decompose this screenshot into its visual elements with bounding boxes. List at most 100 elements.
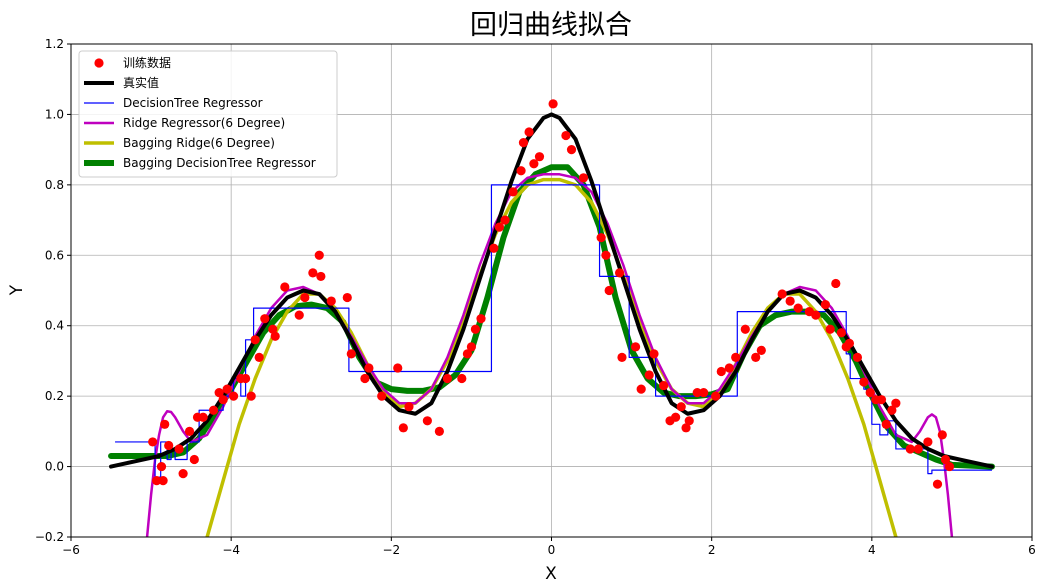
training-point [534, 152, 545, 162]
legend-label: Bagging Ridge(6 Degree) [123, 136, 275, 150]
chart-title: 回归曲线拟合 [470, 10, 632, 41]
training-point [360, 373, 370, 384]
y-tick-label: 1.2 [45, 37, 64, 51]
x-tick-label: −6 [62, 543, 80, 557]
training-point [859, 377, 869, 387]
training-point [404, 402, 414, 412]
legend-label: 真实值 [123, 75, 159, 90]
legend-label: Ridge Regressor(6 Degree) [123, 116, 285, 130]
y-tick-label: 0.6 [45, 248, 64, 262]
training-point [516, 166, 526, 176]
training-point [198, 412, 208, 422]
training-point [644, 370, 654, 380]
training-point [174, 444, 184, 454]
training-point [932, 479, 943, 489]
training-point [881, 419, 891, 429]
training-point [561, 130, 571, 141]
training-point [923, 437, 933, 447]
x-axis-label: X [545, 564, 557, 584]
training-point [240, 373, 251, 384]
training-point [393, 363, 403, 373]
training-point [164, 440, 174, 451]
training-points [148, 99, 955, 489]
training-point [228, 391, 239, 401]
training-point [260, 314, 270, 324]
training-point [724, 363, 734, 373]
training-point [189, 454, 199, 465]
training-point [944, 461, 955, 472]
training-point [756, 345, 766, 355]
training-point [524, 127, 534, 137]
training-point [214, 388, 224, 398]
training-point [630, 342, 641, 352]
x-tick-label: 4 [868, 543, 876, 557]
legend-label: Bagging DecisionTree Regressor [123, 156, 316, 170]
training-point [346, 349, 356, 359]
training-point [364, 363, 374, 373]
training-point [462, 349, 473, 359]
legend-box [78, 50, 338, 178]
training-point [836, 328, 847, 338]
training-point [578, 173, 589, 183]
training-point [676, 402, 686, 412]
training-point [280, 282, 290, 292]
training-point [649, 349, 659, 359]
training-point [434, 426, 444, 436]
training-point [716, 366, 726, 377]
training-point [208, 405, 219, 415]
y-tick-label: −0.2 [35, 530, 64, 544]
training-point [270, 331, 280, 341]
training-point [659, 380, 669, 391]
training-point [731, 352, 741, 363]
training-point [699, 388, 709, 398]
x-tick-label: 6 [1028, 543, 1036, 557]
training-point [158, 476, 168, 486]
training-point [601, 250, 611, 260]
training-point [184, 426, 195, 436]
training-point [596, 233, 606, 243]
training-point [548, 99, 558, 109]
training-point [937, 430, 947, 440]
training-point [831, 278, 841, 289]
training-point [398, 423, 408, 433]
training-point [250, 335, 260, 345]
axis-ticks: −6 −4 −2 0 2 4 6 −0.2 0.0 0.2 0.4 0.6 0.8 1.0 1.2 [35, 37, 1036, 557]
training-point [636, 384, 646, 394]
training-point [617, 352, 627, 363]
series-line-bagging-decisiontree-regressor [108, 164, 995, 470]
training-point [711, 391, 721, 401]
x-tick-label: 2 [708, 543, 716, 557]
training-point [614, 268, 625, 278]
legend-label: DecisionTree Regressor [123, 96, 263, 110]
training-point [268, 324, 278, 334]
training-point [500, 215, 510, 225]
training-point [160, 419, 170, 429]
training-point [820, 299, 830, 310]
training-point [940, 454, 951, 465]
training-point [785, 296, 795, 306]
training-point [566, 145, 577, 155]
training-point [422, 416, 432, 426]
training-point [457, 373, 467, 384]
training-point [314, 250, 324, 260]
training-point [294, 310, 304, 320]
training-point [692, 388, 702, 398]
training-point [777, 289, 787, 299]
series-layer [108, 99, 995, 537]
training-point [740, 324, 750, 334]
training-point [377, 391, 387, 401]
training-point [751, 352, 761, 363]
training-point [518, 138, 529, 148]
training-point [466, 342, 477, 352]
x-tick-label: −2 [382, 543, 400, 557]
training-point [793, 303, 803, 313]
training-point [852, 352, 863, 363]
training-point [604, 285, 614, 296]
series-line-ridge-regressor-6-degree [145, 173, 954, 537]
y-tick-label: 0.0 [45, 460, 64, 474]
training-point [222, 384, 232, 394]
training-point [476, 314, 486, 324]
y-tick-label: 0.8 [45, 178, 64, 192]
training-point [246, 391, 256, 401]
